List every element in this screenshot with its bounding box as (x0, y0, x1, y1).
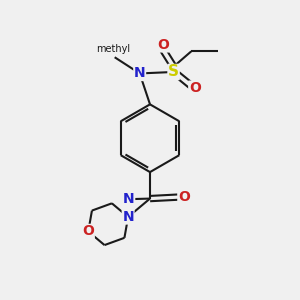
Text: O: O (178, 190, 190, 204)
Text: N: N (134, 66, 146, 80)
Text: N: N (123, 192, 135, 206)
Text: N: N (122, 210, 134, 224)
Text: O: O (189, 81, 201, 95)
Text: O: O (82, 224, 94, 239)
Text: O: O (157, 38, 169, 52)
Text: S: S (168, 64, 179, 80)
Text: methyl: methyl (96, 44, 130, 54)
